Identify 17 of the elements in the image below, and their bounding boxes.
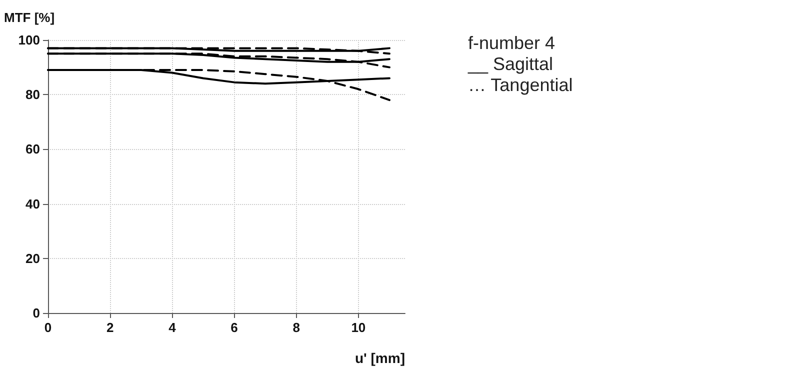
y-tick-label: 80 — [26, 87, 40, 102]
y-tick-label: 60 — [26, 142, 40, 157]
x-tick-label: 6 — [230, 320, 238, 335]
y-tick-label: 100 — [18, 32, 40, 48]
x-tick-label: 4 — [168, 320, 177, 335]
x-tick-label: 10 — [351, 320, 366, 335]
y-tick-label: 40 — [26, 196, 40, 212]
x-tick-label: 2 — [106, 320, 114, 335]
y-axis-title: MTF [%] — [4, 10, 55, 25]
text: … Tangential — [468, 75, 573, 95]
x-tick-label: 0 — [44, 320, 52, 335]
x-tick-label: 8 — [292, 320, 300, 335]
y-tick-label: 0 — [32, 306, 40, 320]
text: f-number 4 — [468, 33, 556, 53]
x-axis-title: u' [mm] — [355, 350, 405, 366]
y-tick-label: 20 — [26, 250, 40, 266]
text: __ Sagittal — [467, 54, 554, 74]
